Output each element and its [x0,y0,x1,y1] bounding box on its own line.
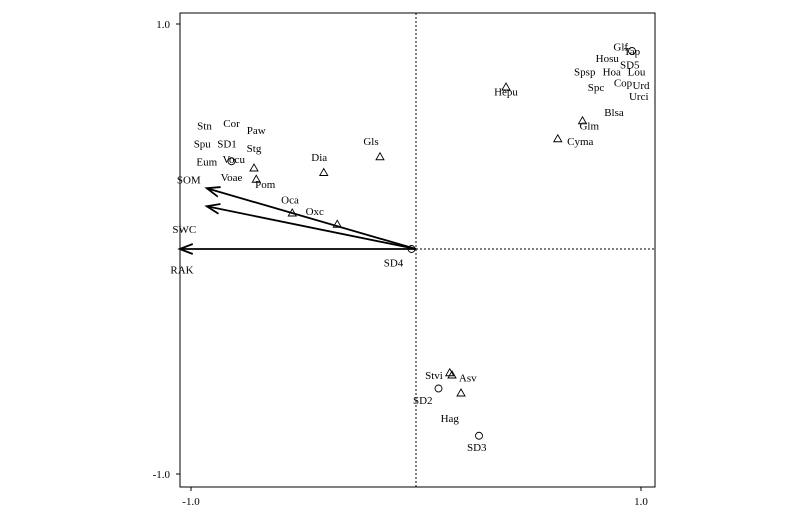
arrow-som-head [204,186,221,198]
label-oca: Oca [281,195,299,207]
label-cyma: Cyma [567,136,593,148]
circle-marker [475,431,483,440]
triangle-marker [552,133,563,143]
label-som: SOM [177,174,201,186]
label-urd: Urd [632,80,650,92]
label-sd4: SD4 [384,258,404,270]
label-hosu: Hosu [596,53,620,65]
label-urci: Urci [629,91,649,103]
arrow-som-shaft [206,187,417,250]
triangle-marker [501,82,511,91]
label-voae: Voae [221,172,243,184]
label-pom: Pom [255,179,276,191]
triangle-marker [456,388,466,397]
label-gls: Gls [363,136,378,148]
triangle-marker [375,151,385,161]
arrow-swc-head [204,203,221,215]
label-hoa: Hoa [603,66,621,78]
label-spsp: Spsp [574,66,596,78]
label-stg: Stg [247,143,262,155]
label-sd1: SD1 [217,138,237,150]
label-paw: Paw [247,125,266,137]
triangle-marker [447,370,457,379]
label-cop: Cop [614,78,633,90]
label-lou: Lou [628,66,646,78]
circle-marker [434,384,443,393]
label-asv: Asv [459,372,477,384]
axis-ticks: -1.0 1.0 1.0 -1.0 [153,19,649,508]
x-tick-label: 1.0 [634,496,648,508]
label-blsa: Blsa [604,107,624,119]
label-cor: Cor [223,118,240,130]
x-tick-label: -1.0 [182,496,200,508]
label-stvi: Stvi [425,370,443,382]
label-oxc: Oxc [306,206,324,218]
arrow-swc-shaft [206,205,417,250]
label-sd5: SD5 [620,60,640,72]
triangle-marker [251,174,262,183]
triangle-marker [332,219,343,228]
triangle-marker [249,163,259,172]
label-stn: Stn [197,120,212,132]
y-tick-label: 1.0 [156,19,170,31]
label-hepu: Hepu [494,87,518,99]
label-rak: RAK [170,264,193,276]
label-sd3: SD3 [467,442,487,454]
label-spc: Spc [588,82,605,94]
y-tick-label: -1.0 [153,469,171,481]
label-tap: Tap [624,46,641,58]
label-glm: Glm [579,120,599,132]
triangle-marker [318,167,329,176]
arrow-rak-head [177,243,194,255]
circle-marker [628,47,636,55]
label-sd2: SD2 [413,395,433,407]
circle-marker [227,157,236,166]
triangle-marker [287,208,298,217]
label-swc: SWC [172,224,196,236]
site-species-markers [227,47,636,440]
label-spu: Spu [194,138,212,150]
label-dia: Dia [311,152,327,164]
environment-arrows [177,186,417,255]
label-eum: Eum [196,156,217,168]
label-glf: Glf [613,42,628,54]
circle-marker [407,245,416,253]
plot-frame [179,12,656,488]
label-vocu: Vocu [223,154,246,166]
label-hag: Hag [441,413,460,425]
triangle-marker [577,115,588,125]
